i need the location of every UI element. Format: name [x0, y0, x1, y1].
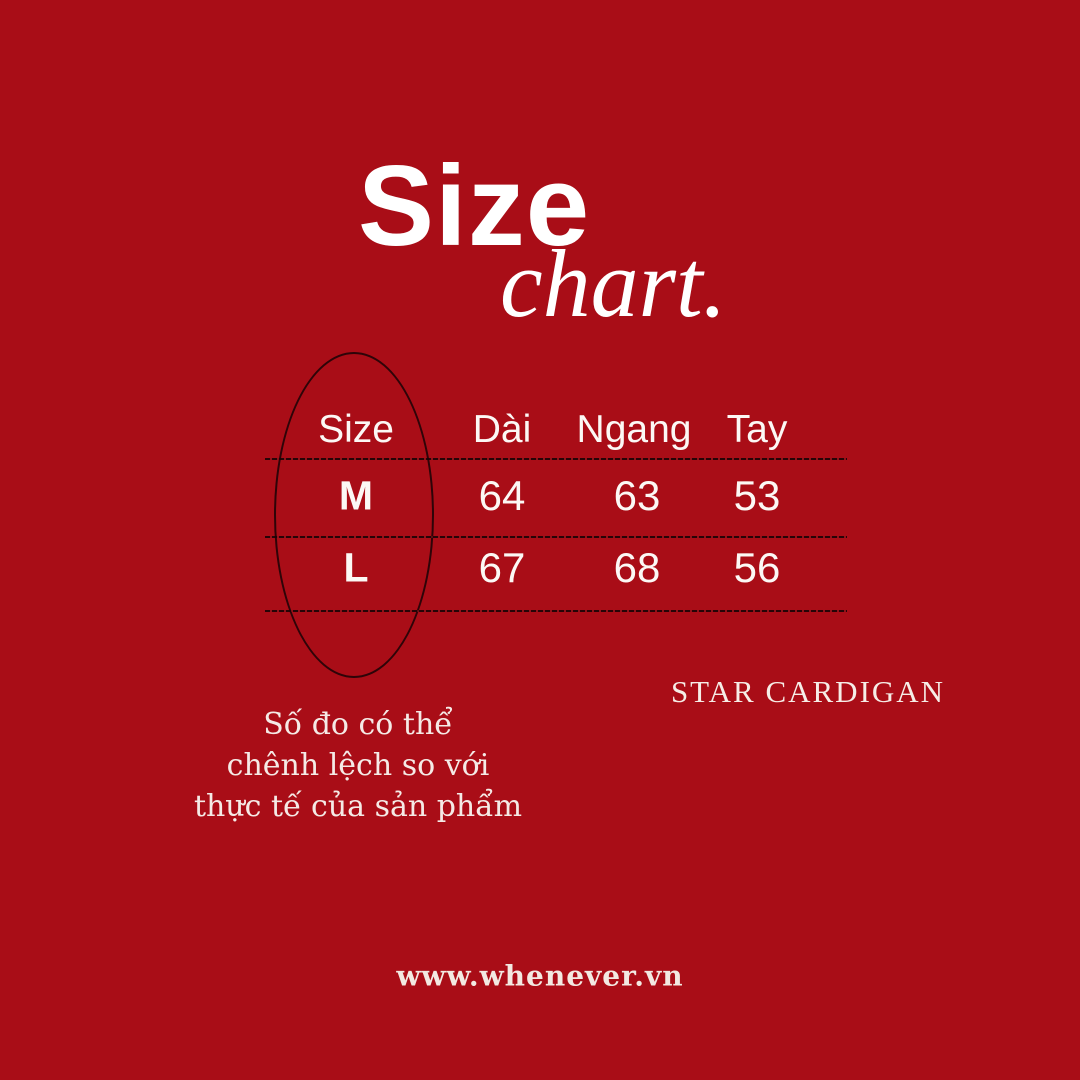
table-divider-row-l — [265, 610, 847, 612]
page-title-script: chart. — [500, 230, 727, 337]
cell-dai-m: 64 — [478, 472, 526, 519]
cell-ngang-l: 68 — [613, 544, 661, 591]
table-divider-header — [265, 458, 847, 460]
col-header-ngang: Ngang — [576, 408, 692, 451]
size-column-ellipse-annotation — [274, 352, 434, 678]
cell-size-m: M — [338, 472, 374, 519]
cell-tay-l: 56 — [733, 544, 781, 591]
col-header-tay: Tay — [726, 408, 788, 451]
cell-dai-l: 67 — [478, 544, 526, 591]
website-url: www.whenever.vn — [396, 959, 684, 993]
note-line: Số đo có thể — [263, 707, 453, 742]
note-line: chênh lệch so với — [226, 748, 490, 783]
cell-tay-m: 53 — [733, 472, 781, 519]
cell-ngang-m: 63 — [613, 472, 661, 519]
note-line: thực tế của sản phẩm — [193, 789, 523, 824]
col-header-size: Size — [318, 408, 394, 451]
product-name: STAR CARDIGAN — [670, 674, 946, 709]
table-divider-row-m — [265, 536, 847, 538]
col-header-dai: Dài — [472, 408, 532, 451]
page-title: Size — [358, 143, 591, 270]
cell-size-l: L — [343, 544, 369, 591]
measurement-disclaimer-note: Số đo có thể chênh lệch so với thực tế c… — [194, 704, 522, 827]
